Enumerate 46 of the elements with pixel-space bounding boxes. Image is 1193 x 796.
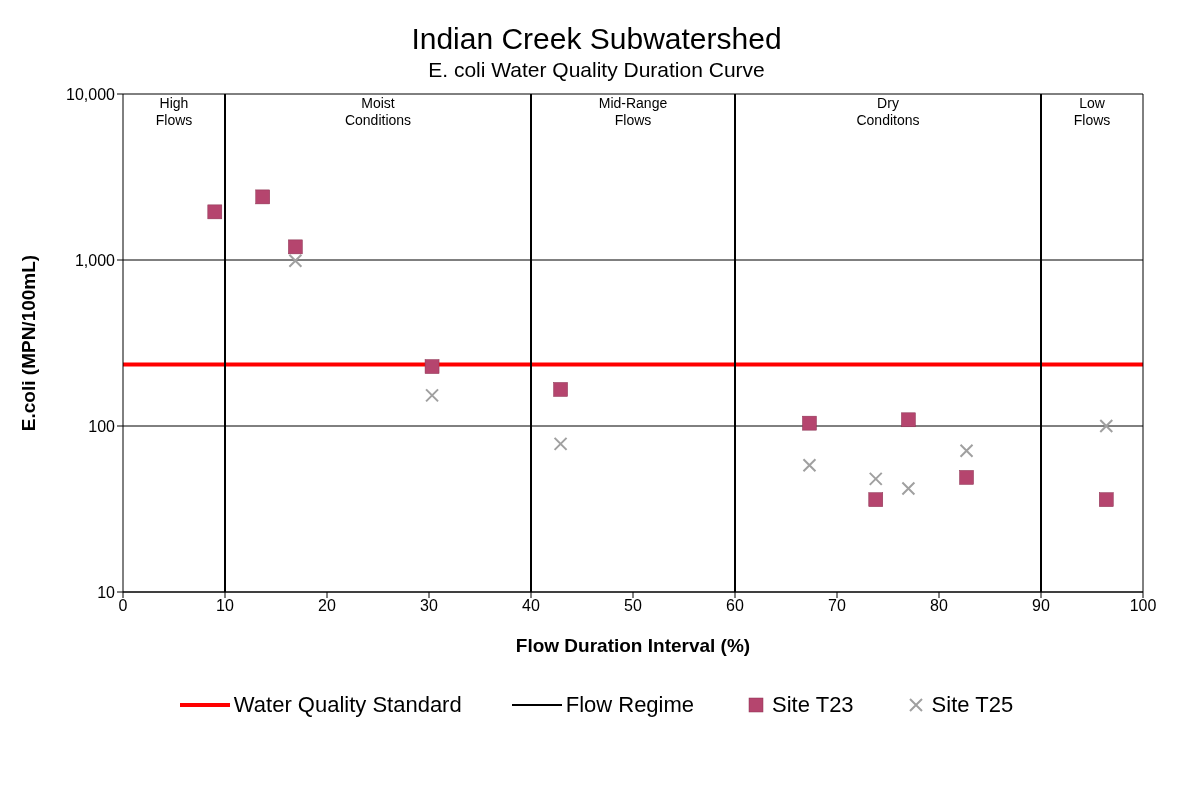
point — [288, 239, 303, 255]
point — [255, 189, 270, 205]
point — [1099, 419, 1114, 433]
annotation: High Flows — [155, 95, 193, 128]
chart-title: Indian Creek Subwatershed — [410, 21, 783, 56]
point — [802, 415, 817, 431]
x-tick-label: 10 — [216, 597, 234, 615]
chart-subtitle: E. coli Water Quality Duration Curve — [427, 58, 766, 82]
y-tick-label: 1,000 — [74, 251, 116, 269]
x-tick-label: 0 — [118, 597, 128, 615]
point — [553, 436, 568, 451]
y-tick-label: 10 — [97, 583, 116, 601]
point — [1099, 492, 1114, 507]
x-tick-label: 70 — [828, 597, 846, 615]
point — [553, 382, 568, 397]
annotation: Low Flows — [1073, 95, 1111, 128]
annotation: Dry Conditons — [856, 95, 920, 128]
point — [901, 481, 916, 496]
x-tick-label: 60 — [726, 597, 744, 615]
y-tick-label: 10,000 — [66, 85, 116, 103]
point — [288, 253, 303, 268]
y-axis-title: E.coli (MPN/100mL) — [17, 254, 39, 432]
legend-label: Water Quality Standard — [233, 692, 462, 718]
point — [802, 458, 817, 473]
point — [207, 204, 223, 220]
x-tick-label: 50 — [624, 597, 642, 615]
x-tick-label: 20 — [318, 597, 336, 615]
point — [868, 471, 883, 486]
x-tick-label: 40 — [522, 597, 540, 615]
x-tick-label: 80 — [930, 597, 948, 615]
annotation: Moist Conditions — [344, 95, 412, 128]
y-tick-label: 100 — [88, 417, 116, 435]
x-axis-title: Flow Duration Interval (%) — [515, 635, 751, 656]
point — [959, 443, 974, 458]
annotation: Mid-Range Flows — [598, 95, 668, 128]
x-tick-label: 100 — [1129, 597, 1157, 615]
point — [901, 412, 916, 428]
point — [425, 388, 440, 403]
x-tick-label: 30 — [420, 597, 438, 615]
legend-label: Site T25 — [931, 692, 1014, 718]
point — [959, 470, 974, 485]
legend-label: Flow Regime — [565, 692, 695, 718]
point — [424, 359, 440, 374]
x-tick-label: 90 — [1032, 597, 1050, 615]
point — [868, 492, 884, 507]
legend-label: Site T23 — [772, 692, 854, 718]
